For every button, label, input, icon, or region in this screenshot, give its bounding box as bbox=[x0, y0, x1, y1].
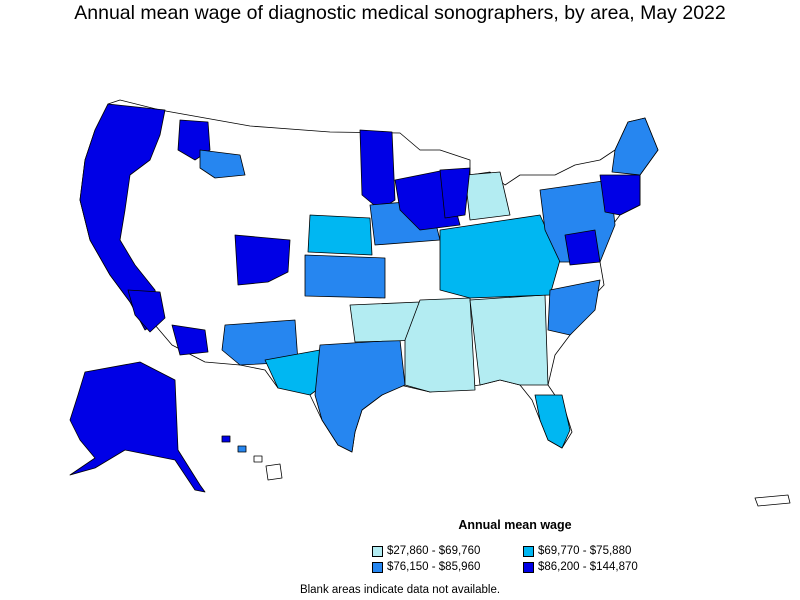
region-carolinas bbox=[547, 279, 601, 336]
region-new-england bbox=[599, 174, 641, 216]
region-colorado bbox=[234, 234, 291, 286]
region-florida bbox=[534, 394, 571, 449]
hawaii-big-island bbox=[265, 463, 283, 481]
region-arizona-phoenix bbox=[171, 324, 209, 356]
legend-item-tier4: $86,200 - $144,870 bbox=[523, 561, 638, 573]
legend-label-tier2: $69,770 - $75,880 bbox=[538, 545, 632, 557]
region-nebraska bbox=[307, 214, 373, 256]
region-maine bbox=[611, 117, 659, 176]
legend-label-tier1: $27,860 - $69,760 bbox=[387, 545, 481, 557]
legend-swatch-tier3 bbox=[372, 561, 383, 573]
legend-item-tier1: $27,860 - $69,760 bbox=[372, 545, 480, 557]
region-ohio-valley bbox=[439, 214, 561, 299]
legend-item-tier2: $69,770 - $75,880 bbox=[523, 545, 631, 557]
region-illinois-chicago bbox=[439, 167, 471, 219]
legend-swatch-tier4 bbox=[523, 561, 534, 573]
legend-label-tier4: $86,200 - $144,870 bbox=[538, 561, 638, 573]
legend-label-tier3: $76,150 - $85,960 bbox=[387, 561, 481, 573]
legend-swatch-tier2 bbox=[523, 545, 534, 557]
region-lower-mississippi bbox=[404, 297, 476, 393]
hawaii-maui bbox=[253, 455, 263, 463]
hawaii-oahu bbox=[237, 445, 247, 453]
region-minnesota bbox=[359, 129, 396, 211]
hawaii-kauai bbox=[221, 435, 231, 443]
region-idaho-north bbox=[199, 149, 246, 179]
region-michigan bbox=[464, 171, 511, 221]
footnote: Blank areas indicate data not available. bbox=[299, 584, 501, 596]
region-southeast bbox=[469, 294, 549, 386]
region-mid-atlantic bbox=[564, 229, 601, 266]
alaska bbox=[69, 361, 206, 493]
legend-item-tier3: $76,150 - $85,960 bbox=[372, 561, 480, 573]
region-southern-california bbox=[127, 289, 166, 333]
legend-swatch-tier1 bbox=[372, 545, 383, 557]
map-title: Annual mean wage of diagnostic medical s… bbox=[74, 2, 726, 24]
legend-title: Annual mean wage bbox=[458, 518, 572, 532]
puerto-rico bbox=[754, 494, 791, 507]
region-kansas bbox=[304, 254, 386, 299]
region-texas-east bbox=[314, 339, 406, 453]
